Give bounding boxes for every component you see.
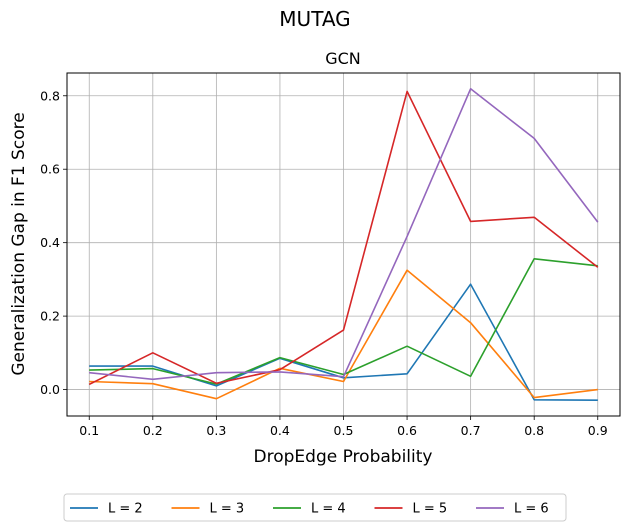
legend-label: L = 3	[210, 502, 245, 517]
x-tick-label: 0.1	[79, 423, 99, 438]
legend-label: L = 4	[311, 502, 346, 517]
chart-title: GCN	[325, 49, 361, 68]
series-line-4	[88, 90, 599, 386]
legend-label: L = 6	[514, 502, 549, 517]
legend-label: L = 5	[413, 502, 448, 517]
y-axis-label: Generalization Gap in F1 Score	[9, 112, 29, 375]
x-tick-label: 0.2	[143, 423, 163, 438]
legend-item: L = 5	[374, 502, 448, 517]
y-tick-label: 0.2	[40, 309, 60, 324]
x-tick-label: 0.9	[588, 423, 608, 438]
x-axis-label: DropEdge Probability	[254, 447, 433, 467]
grid-lines	[67, 73, 620, 416]
series-line-5	[89, 88, 599, 381]
x-tick-label: 0.8	[524, 423, 544, 438]
legend-item: L = 3	[171, 502, 245, 517]
series-group	[88, 88, 599, 401]
legend-label: L = 2	[108, 502, 143, 517]
x-axis-ticks: 0.1 0.2 0.3 0.4 0.5 0.6 0.7 0.8 0.9	[79, 416, 608, 438]
y-tick-label: 0.6	[40, 162, 60, 177]
y-axis-ticks: 0.0 0.2 0.4 0.6 0.8	[40, 88, 67, 397]
x-tick-label: 0.7	[461, 423, 481, 438]
y-tick-label: 0.8	[40, 88, 60, 103]
legend-item: L = 4	[273, 502, 346, 517]
x-tick-label: 0.4	[270, 423, 290, 438]
x-tick-label: 0.3	[206, 423, 226, 438]
y-tick-label: 0.0	[40, 382, 60, 397]
x-tick-label: 0.6	[397, 423, 417, 438]
plot-frame	[66, 72, 621, 417]
legend-item: L = 2	[70, 502, 143, 517]
series-line-3	[89, 257, 598, 385]
y-tick-label: 0.4	[40, 235, 60, 250]
series-line-2	[89, 269, 598, 400]
legend-box	[63, 493, 567, 522]
legend: L = 2 L = 3 L = 4 L = 5 L = 6	[63, 493, 567, 522]
series-line-1	[89, 283, 598, 401]
figure-suptitle: MUTAG	[279, 7, 350, 31]
legend-item: L = 6	[476, 502, 549, 517]
x-tick-label: 0.5	[334, 423, 354, 438]
